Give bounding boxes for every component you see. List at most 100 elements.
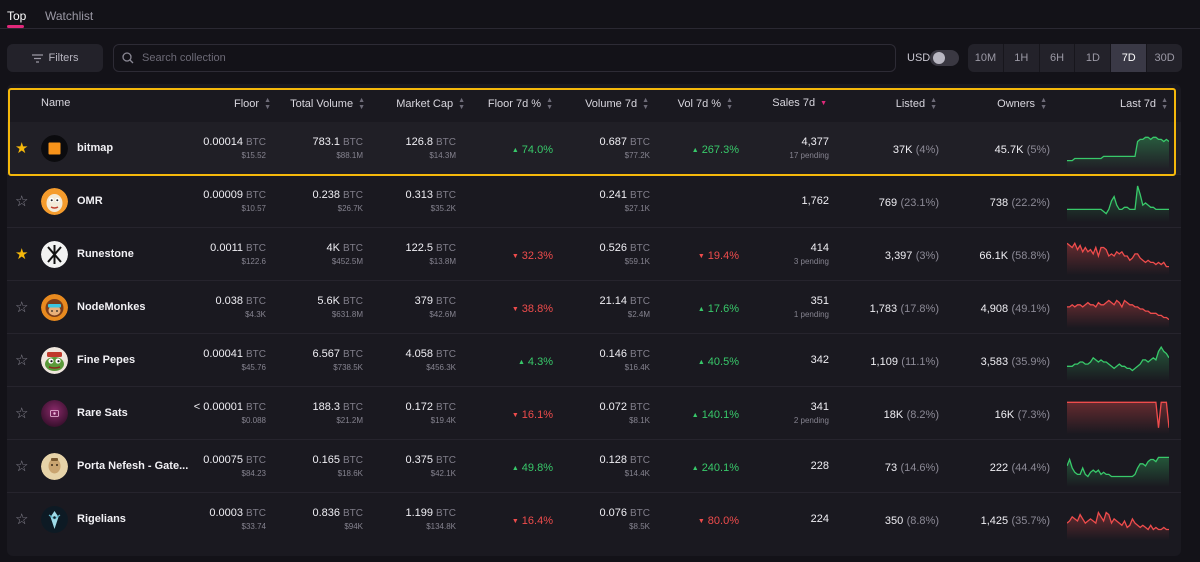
floor-value: 0.00041	[203, 348, 243, 360]
btc-unit: BTC	[436, 243, 456, 254]
market-cap-cell: 379 BTC $42.6M	[363, 295, 456, 319]
table-row[interactable]: ☆ Fine Pepes 0.00041 BTC $45.76 6.567 BTC …	[7, 334, 1181, 387]
col-total-volume[interactable]: Total Volume ▲ ▼	[275, 97, 365, 111]
toggle-knob	[933, 52, 945, 64]
market-cap-cell: 1.199 BTC $134.8K	[363, 507, 456, 531]
vol-pct-cell: 240.1%	[653, 460, 739, 474]
table-row[interactable]: ☆ NodeMonkes 0.038 BTC $4.3K 5.6K BTC $631…	[7, 281, 1181, 334]
star-icon[interactable]: ☆	[15, 193, 29, 210]
table-row[interactable]: ☆ Rigelians 0.0003 BTC $33.74 0.836 BTC $9…	[7, 493, 1181, 546]
search-box[interactable]	[113, 44, 896, 72]
btc-unit: BTC	[246, 137, 266, 148]
col-sales[interactable]: Sales 7d ▼	[757, 97, 827, 109]
search-input[interactable]	[142, 52, 842, 64]
sales-value: 4,377	[801, 136, 829, 148]
sort-icon: ▲ ▼	[1040, 97, 1047, 111]
pending-count: 1 pending	[793, 310, 829, 319]
range-1h-button[interactable]: 1H	[1004, 44, 1040, 72]
volume-usd: $77.2K	[624, 151, 650, 160]
tab-watchlist[interactable]: Watchlist	[45, 9, 94, 23]
star-icon[interactable]: ☆	[15, 352, 29, 369]
floor-change: 4.3%	[518, 356, 553, 368]
listed-value: 1,109	[870, 356, 898, 368]
volume-value: 0.146	[599, 348, 627, 360]
filters-button[interactable]: Filters	[7, 44, 103, 72]
btc-unit: BTC	[246, 508, 266, 519]
listed-cell: 350 (8.8%)	[827, 513, 939, 527]
table-header: Name Floor ▲ ▼ Total Volume ▲ ▼ Market Cap ▲ ▼…	[7, 84, 1181, 122]
sales-cell: 414 3 pending	[747, 242, 829, 266]
market-cap-cell: 0.172 BTC $19.4K	[363, 401, 456, 425]
sort-icon: ▲ ▼	[726, 97, 733, 111]
range-10m-button[interactable]: 10M	[968, 44, 1004, 72]
collection-avatar	[41, 453, 68, 480]
market-cap-usd: $14.3M	[429, 151, 456, 160]
star-filled-icon[interactable]: ★	[15, 140, 29, 157]
market-cap-cell: 126.8 BTC $14.3M	[363, 136, 456, 160]
col-market-cap[interactable]: Market Cap ▲ ▼	[377, 97, 465, 111]
tab-top[interactable]: Top	[7, 9, 27, 23]
range-7d-button[interactable]: 7D	[1111, 44, 1148, 72]
col-floor-pct[interactable]: Floor 7d % ▲ ▼	[473, 97, 553, 111]
star-icon[interactable]: ☆	[15, 511, 29, 528]
collection-name[interactable]: Rigelians	[77, 513, 126, 525]
floor-change: 74.0%	[512, 144, 553, 156]
collection-name[interactable]: Runestone	[77, 248, 134, 260]
star-icon[interactable]: ☆	[15, 405, 29, 422]
table-row[interactable]: ☆ Porta Nefesh - Gate... 0.00075 BTC $84.…	[7, 440, 1181, 493]
range-30d-button[interactable]: 30D	[1154, 52, 1175, 64]
col-last-label: Last 7d	[1119, 98, 1157, 110]
btc-unit: BTC	[630, 455, 650, 466]
star-icon[interactable]: ☆	[15, 458, 29, 475]
volume-change: 140.1%	[692, 409, 739, 421]
collection-name[interactable]: OMR	[77, 195, 103, 207]
floor-cell: 0.038 BTC $4.3K	[157, 295, 266, 319]
col-owners[interactable]: Owners ▲ ▼	[969, 97, 1047, 111]
collection-name[interactable]: NodeMonkes	[77, 301, 146, 313]
market-cap-value: 0.172	[405, 401, 433, 413]
usd-toggle[interactable]	[930, 50, 959, 66]
collection-name[interactable]: bitmap	[77, 142, 114, 154]
volume-value: 0.128	[599, 454, 627, 466]
sparkline-line	[1067, 299, 1169, 321]
table-row[interactable]: ★ bitmap 0.00014 BTC $15.52 783.1 BTC $88.…	[7, 122, 1181, 175]
owners-value: 45.7K	[994, 144, 1024, 156]
collection-name[interactable]: Fine Pepes	[77, 354, 136, 366]
listed-value: 3,397	[884, 250, 913, 262]
col-listed[interactable]: Listed ▲ ▼	[867, 97, 937, 111]
col-last[interactable]: Last 7d ▲ ▼	[1087, 97, 1168, 111]
collection-avatar	[41, 294, 68, 321]
floor-change: 38.8%	[512, 303, 553, 315]
floor-usd: $0.088	[241, 416, 266, 425]
table-row[interactable]: ☆ OMR 0.00009 BTC $10.57 0.238 BTC $26.7K …	[7, 175, 1181, 228]
volume-cell: 0.687 BTC $77.2K	[563, 136, 650, 160]
listed-cell: 1,783 (17.8%)	[827, 301, 939, 315]
col-vol-pct[interactable]: Vol 7d % ▲ ▼	[667, 97, 733, 111]
listed-value: 18K	[883, 409, 904, 421]
collection-name[interactable]: Porta Nefesh - Gate...	[77, 460, 189, 472]
col-floor[interactable]: Floor ▲ ▼	[221, 97, 271, 111]
range-1d-button[interactable]: 1D	[1075, 44, 1112, 72]
btc-unit: BTC	[630, 243, 650, 254]
floor-value: 0.038	[215, 295, 243, 307]
table-row[interactable]: ☆ Rare Sats < 0.00001 BTC $0.088 188.3 BTC…	[7, 387, 1181, 440]
market-cap-usd: $35.2K	[430, 204, 456, 213]
star-icon[interactable]: ☆	[15, 299, 29, 316]
sales-cell: 228	[747, 460, 829, 472]
star-filled-icon[interactable]: ★	[15, 246, 29, 263]
market-cap-cell: 0.313 BTC $35.2K	[363, 189, 456, 213]
sales-cell: 4,377 17 pending	[747, 136, 829, 160]
range-6h-button[interactable]: 6H	[1040, 44, 1076, 72]
floor-usd: $33.74	[241, 522, 266, 531]
total-volume-value: 0.165	[312, 454, 340, 466]
sparkline-chart	[1067, 345, 1169, 381]
market-cap-value: 0.375	[405, 454, 433, 466]
sales-value: 351	[810, 295, 829, 307]
col-name[interactable]: Name	[41, 97, 70, 109]
col-volume[interactable]: Volume 7d ▲ ▼	[573, 97, 649, 111]
table-row[interactable]: ★ Runestone 0.0011 BTC $122.6 4K BTC $452.…	[7, 228, 1181, 281]
volume-value: 0.526	[599, 242, 627, 254]
owners-cell: 1,425 (35.7%)	[937, 513, 1050, 527]
collection-name[interactable]: Rare Sats	[77, 407, 128, 419]
volume-value: 0.072	[599, 401, 627, 413]
